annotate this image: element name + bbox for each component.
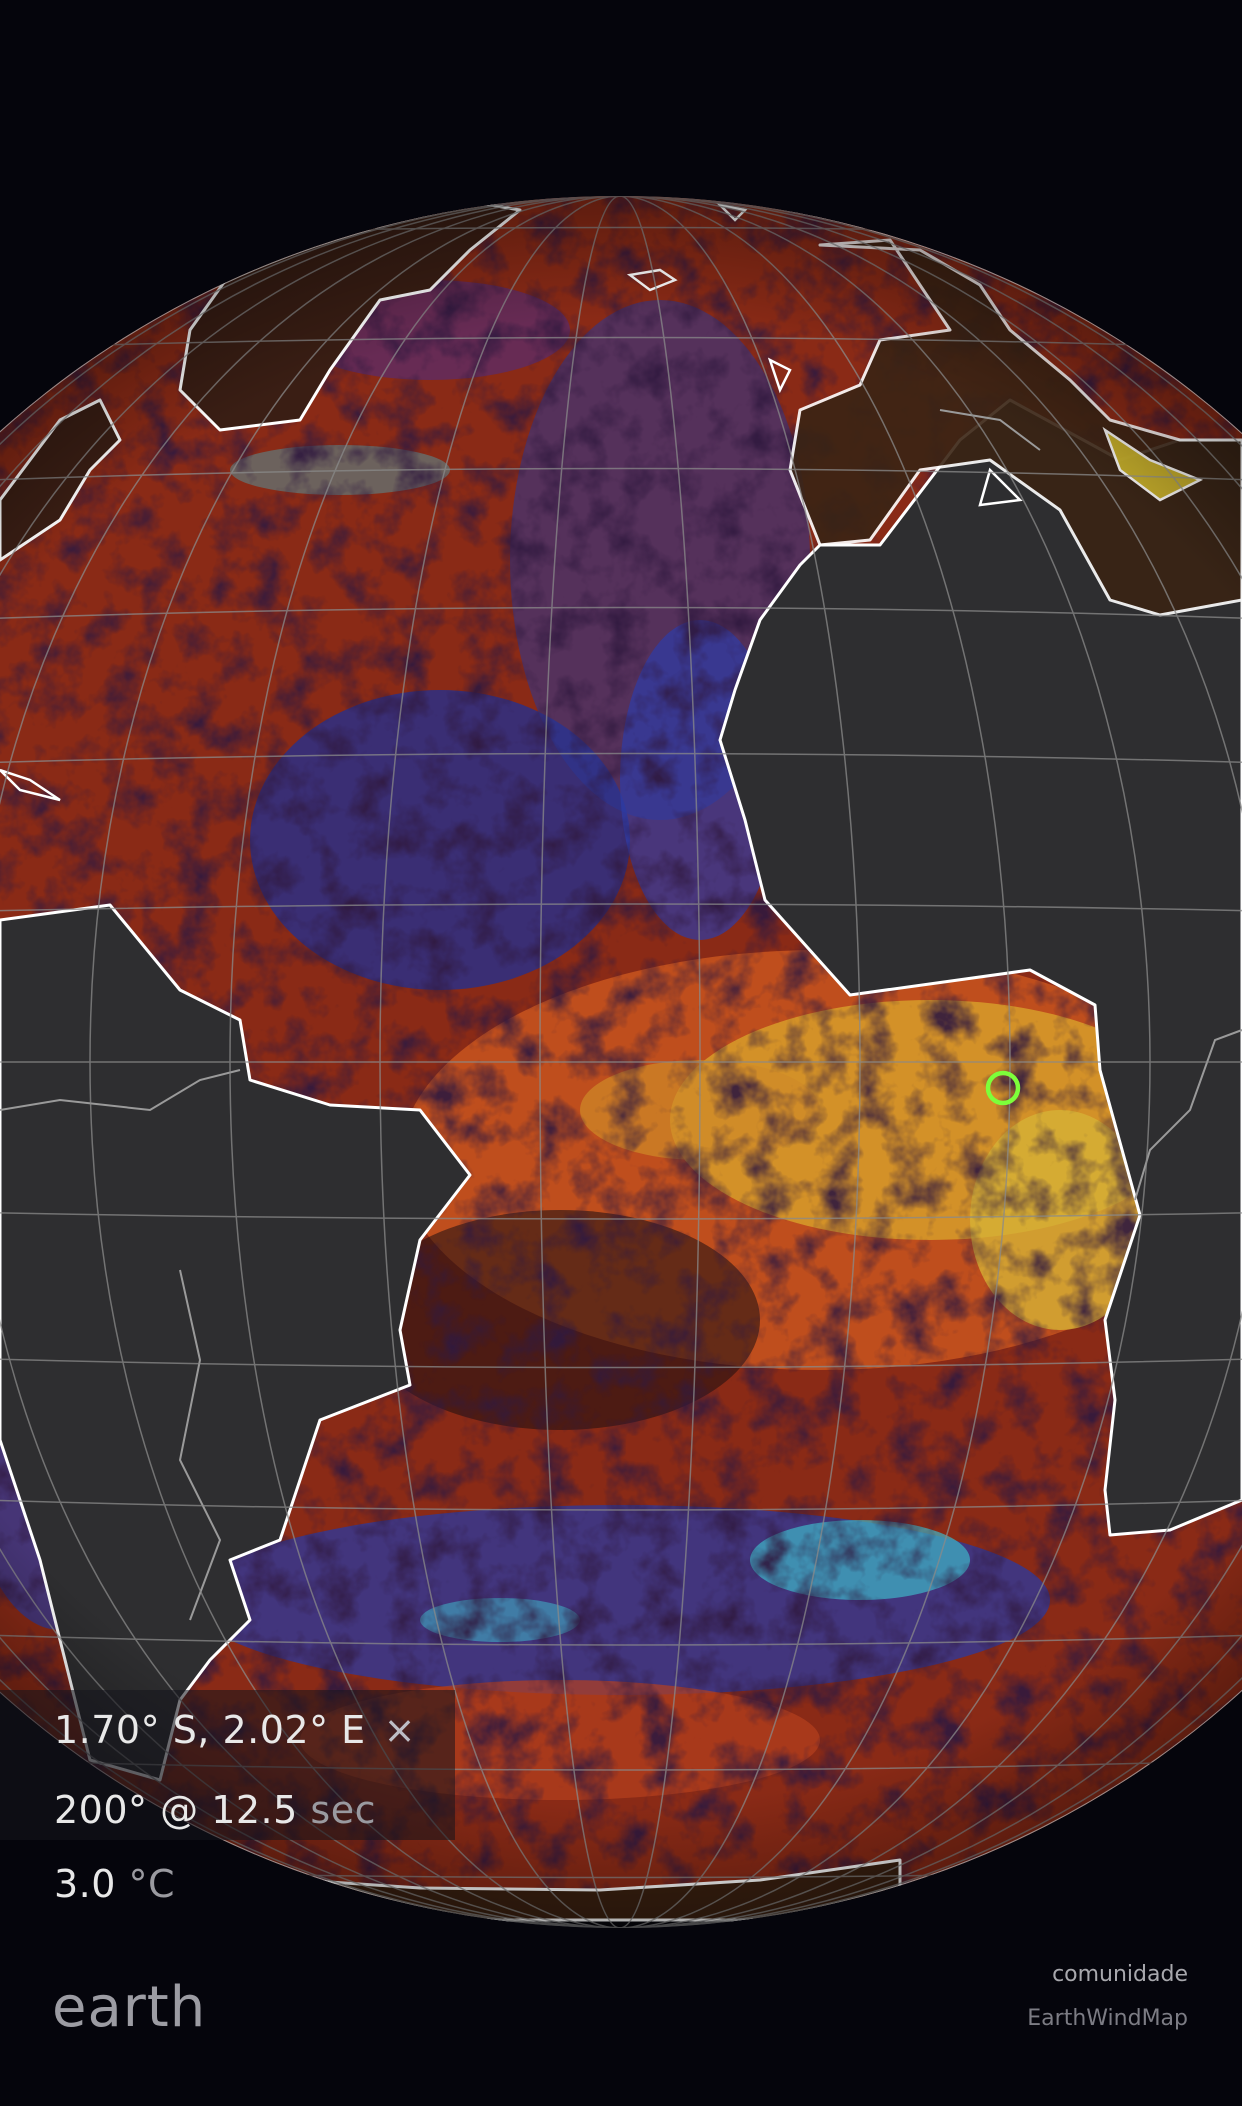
community-link[interactable]: comunidade [1052,1962,1188,1987]
temperature-value: 3.0 [54,1862,116,1906]
wave-readout: 200° @ 12.5 sec [54,1788,376,1832]
wave-value: 200° @ 12.5 [54,1788,298,1832]
readout-panel [0,1690,455,1840]
wave-unit[interactable]: sec [310,1788,376,1832]
earthwindmap-link[interactable]: EarthWindMap [1027,2006,1188,2031]
temperature-readout: 3.0 °C [54,1862,175,1906]
coordinates-text: 1.70° S, 2.02° E [54,1708,366,1752]
globe-shading [0,196,1242,1928]
coordinate-readout: 1.70° S, 2.02° E × [54,1708,416,1752]
temperature-unit[interactable]: °C [128,1862,176,1906]
location-marker [985,1070,1021,1106]
close-location-button[interactable]: × [383,1708,417,1752]
earth-menu-button[interactable]: earth [52,1975,207,2040]
